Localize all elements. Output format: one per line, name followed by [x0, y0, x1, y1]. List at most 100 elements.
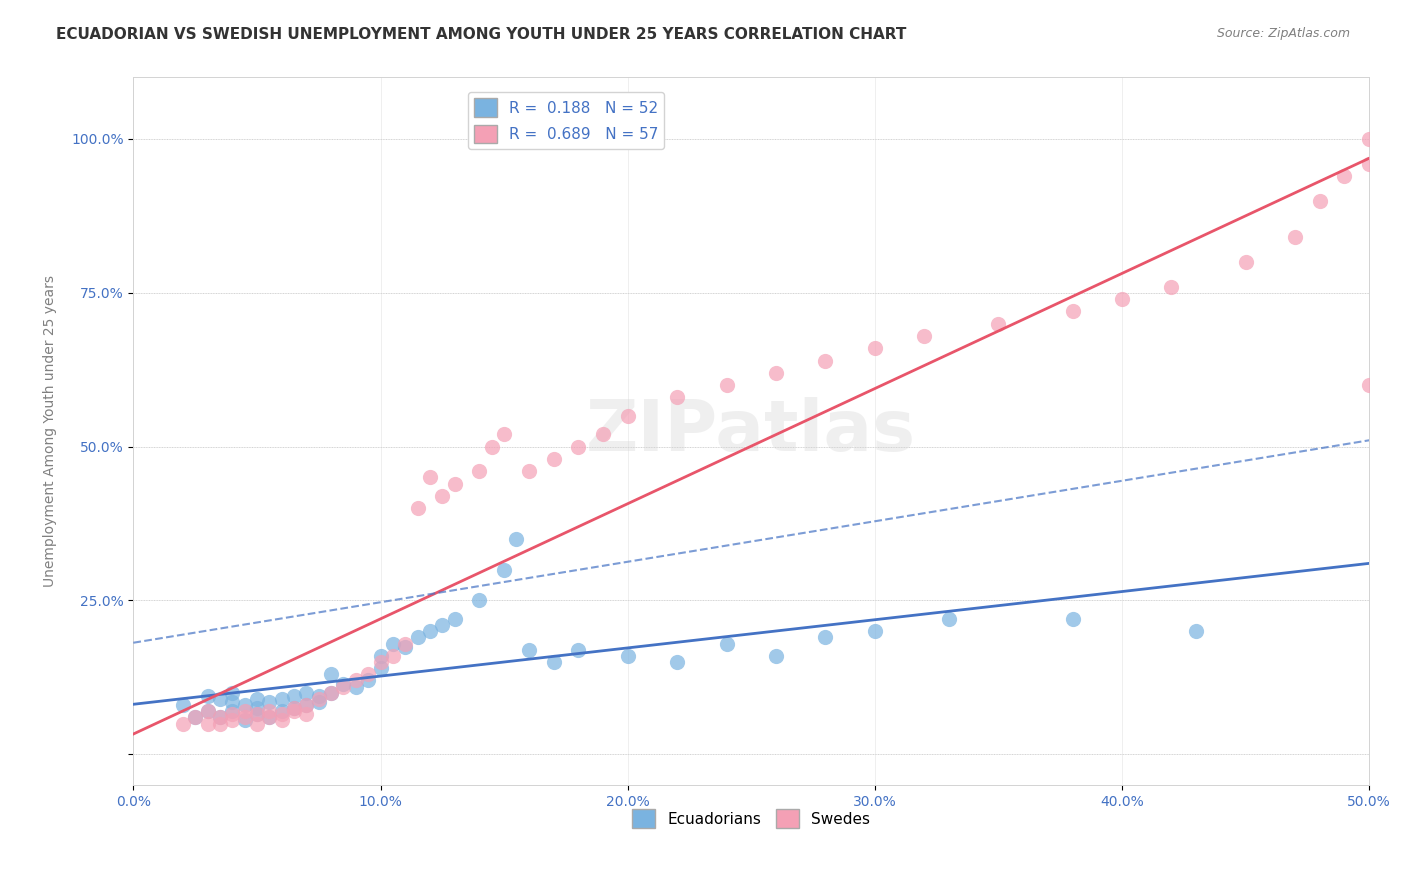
Point [344, 680, 367, 694]
Point [1234, 255, 1257, 269]
Point [221, 695, 243, 709]
Point [481, 440, 503, 454]
Point [270, 707, 292, 722]
Point [987, 317, 1010, 331]
Point [197, 704, 219, 718]
Point [494, 427, 516, 442]
Point [1358, 132, 1381, 146]
Point [295, 686, 318, 700]
Point [765, 648, 787, 663]
Point [172, 698, 194, 712]
Point [259, 695, 281, 709]
Point [221, 704, 243, 718]
Point [283, 689, 305, 703]
Point [381, 648, 404, 663]
Point [443, 476, 465, 491]
Point [319, 667, 342, 681]
Point [197, 689, 219, 703]
Point [208, 710, 231, 724]
Point [1358, 378, 1381, 392]
Point [1284, 230, 1306, 244]
Point [567, 440, 589, 454]
Point [259, 704, 281, 718]
Point [666, 655, 689, 669]
Point [308, 689, 330, 703]
Point [246, 707, 269, 722]
Point [197, 716, 219, 731]
Point [184, 710, 207, 724]
Point [208, 716, 231, 731]
Point [270, 704, 292, 718]
Point [208, 692, 231, 706]
Point [357, 667, 380, 681]
Point [716, 378, 738, 392]
Point [406, 501, 429, 516]
Point [1062, 612, 1084, 626]
Point [394, 640, 416, 654]
Point [517, 642, 540, 657]
Point [543, 452, 565, 467]
Point [1358, 156, 1381, 170]
Point [567, 642, 589, 657]
Point [443, 612, 465, 626]
Point [666, 391, 689, 405]
Point [938, 612, 960, 626]
Legend: Ecuadorians, Swedes: Ecuadorians, Swedes [626, 803, 876, 834]
Point [543, 655, 565, 669]
Point [912, 329, 935, 343]
Point [765, 366, 787, 380]
Point [1160, 279, 1182, 293]
Point [270, 714, 292, 728]
Point [863, 341, 886, 355]
Point [308, 695, 330, 709]
Point [319, 686, 342, 700]
Point [370, 655, 392, 669]
Point [616, 409, 638, 423]
Point [1111, 292, 1133, 306]
Point [406, 631, 429, 645]
Point [295, 707, 318, 722]
Point [283, 701, 305, 715]
Point [419, 624, 441, 639]
Text: Source: ZipAtlas.com: Source: ZipAtlas.com [1216, 27, 1350, 40]
Point [494, 563, 516, 577]
Point [319, 686, 342, 700]
Point [432, 489, 454, 503]
Point [381, 636, 404, 650]
Point [295, 698, 318, 712]
Point [221, 686, 243, 700]
Point [394, 636, 416, 650]
Point [814, 353, 837, 368]
Point [283, 704, 305, 718]
Point [246, 701, 269, 715]
Point [283, 701, 305, 715]
Point [863, 624, 886, 639]
Point [370, 661, 392, 675]
Point [1062, 304, 1084, 318]
Point [468, 464, 491, 478]
Point [233, 704, 256, 718]
Point [370, 648, 392, 663]
Point [295, 698, 318, 712]
Point [357, 673, 380, 688]
Point [344, 673, 367, 688]
Text: ZIPatlas: ZIPatlas [586, 397, 917, 466]
Point [208, 710, 231, 724]
Point [517, 464, 540, 478]
Point [221, 707, 243, 722]
Point [197, 704, 219, 718]
Point [505, 532, 527, 546]
Point [716, 636, 738, 650]
Point [246, 707, 269, 722]
Point [1185, 624, 1208, 639]
Point [814, 631, 837, 645]
Point [419, 470, 441, 484]
Point [233, 698, 256, 712]
Point [1309, 194, 1331, 208]
Point [332, 676, 354, 690]
Point [259, 710, 281, 724]
Point [592, 427, 614, 442]
Point [616, 648, 638, 663]
Point [1333, 169, 1355, 183]
Point [246, 716, 269, 731]
